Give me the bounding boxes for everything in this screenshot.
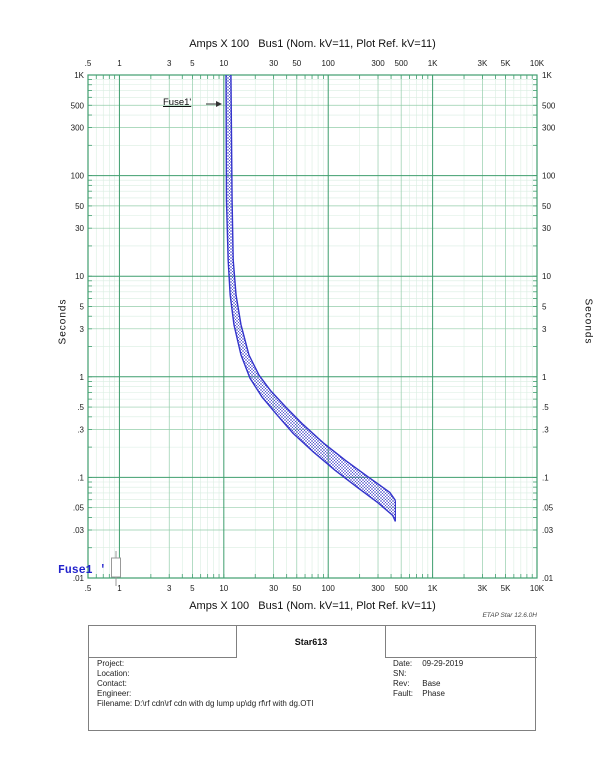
x-tick-label: 1 — [117, 584, 122, 593]
project-field: Project: — [97, 659, 125, 668]
title-block-left-fields: Project: Location: Contact: Engineer: Fi… — [97, 659, 314, 709]
x-tick-label: .5 — [85, 584, 92, 593]
x-tick-label: 1K — [428, 584, 438, 593]
x-tick-label: 500 — [395, 584, 409, 593]
y-tick-label-right: 300 — [542, 124, 556, 133]
x-tick-label: 5 — [190, 59, 195, 68]
fuse-curve-label[interactable]: Fuse1' — [163, 97, 192, 108]
axis-tick-labels: .5 .5 1 1 3 3 5 5 10 10 30 30 50 50 100 100 300 300 500 500… — [71, 59, 556, 593]
y-tick-label-right: .3 — [542, 425, 549, 434]
fault-field: Fault: Phase — [393, 689, 445, 698]
x-tick-label: 10 — [219, 59, 228, 68]
x-tick-label: 3K — [478, 584, 488, 593]
title-block-project-name: Star613 — [294, 637, 328, 647]
y-tick-label-left: 100 — [71, 172, 85, 181]
title-block: Star613 Project: Location: Contact: Engi… — [88, 625, 537, 731]
x-tick-label: 5 — [190, 584, 195, 593]
y-tick-label-left: 1 — [80, 373, 85, 382]
title-block-right-cell — [385, 626, 537, 658]
x-tick-label: 1K — [428, 59, 438, 68]
x-tick-label: 30 — [269, 59, 278, 68]
y-tick-label-right: 30 — [542, 224, 551, 233]
x-tick-label: 100 — [322, 584, 336, 593]
x-tick-label: 5K — [501, 59, 511, 68]
y-tick-label-right: .5 — [542, 403, 549, 412]
x-tick-label: 30 — [269, 584, 278, 593]
x-tick-label: .5 — [85, 59, 92, 68]
y-tick-label-right: 5 — [542, 302, 547, 311]
y-tick-label-left: .01 — [73, 574, 85, 583]
y-tick-label-right: 100 — [542, 172, 556, 181]
y-tick-label-left: 10 — [75, 272, 84, 281]
y-tick-label-left: 3 — [80, 325, 85, 334]
y-tick-label-right: .03 — [542, 526, 554, 535]
x-tick-label: 300 — [371, 59, 385, 68]
x-tick-label: 50 — [292, 59, 301, 68]
x-tick-label: 10 — [219, 584, 228, 593]
x-tick-label: 10K — [530, 584, 545, 593]
x-tick-label: 100 — [322, 59, 336, 68]
y-tick-label-left: .5 — [77, 403, 84, 412]
y-axis-label-left: Seconds — [57, 298, 69, 345]
x-tick-label: 500 — [395, 59, 409, 68]
x-tick-label: 3 — [167, 584, 172, 593]
y-tick-label-left: 500 — [71, 101, 85, 110]
x-tick-label: 1 — [117, 59, 122, 68]
y-tick-label-right: 10 — [542, 272, 551, 281]
y-tick-label-left: .05 — [73, 504, 85, 513]
fuse-band-fill[interactable] — [226, 75, 396, 522]
y-tick-label-right: 50 — [542, 202, 551, 211]
x-tick-label: 10K — [530, 59, 545, 68]
y-tick-label-left: 5 — [80, 302, 85, 311]
fuse-total-clear-curve[interactable] — [230, 74, 396, 501]
sn-field: SN: — [393, 669, 407, 678]
y-tick-label-left: 300 — [71, 124, 85, 133]
title-block-right-fields: Date: 09-29-2019 SN: Rev: Base Fault: Ph… — [393, 659, 463, 699]
date-field: Date: 09-29-2019 — [393, 659, 464, 668]
y-tick-label-right: 3 — [542, 325, 547, 334]
y-tick-label-right: 1K — [542, 71, 552, 80]
x-tick-label: 5K — [501, 584, 511, 593]
contact-field: Contact: — [97, 679, 127, 688]
fuse-symbol-icon — [111, 551, 121, 586]
x-tick-label: 3K — [478, 59, 488, 68]
y-tick-label-right: .05 — [542, 504, 554, 513]
x-tick-label: 300 — [371, 584, 385, 593]
y-tick-label-left: 50 — [75, 202, 84, 211]
y-tick-label-left: .03 — [73, 526, 85, 535]
y-tick-label-left: .3 — [77, 425, 84, 434]
fuse-min-melt-curve[interactable] — [225, 74, 397, 522]
rev-field: Rev: Base — [393, 679, 441, 688]
location-field: Location: — [97, 669, 130, 678]
fuse-curve-band[interactable] — [225, 74, 397, 522]
y-tick-label-right: .1 — [542, 473, 549, 482]
fuse-device-tag[interactable]: Fuse1 ' — [58, 564, 107, 577]
x-tick-label: 3 — [167, 59, 172, 68]
y-tick-label-left: 1K — [74, 71, 84, 80]
log-grid — [87, 74, 538, 579]
plot-frame — [87, 74, 538, 579]
plot-title-top: Amps X 100 Bus1 (Nom. kV=11, Plot Ref. k… — [189, 38, 436, 50]
y-tick-label-right: .01 — [542, 574, 554, 583]
y-tick-label-left: .1 — [77, 473, 84, 482]
etap-version-watermark: ETAP Star 12.6.0H — [482, 612, 537, 619]
x-tick-label: 50 — [292, 584, 301, 593]
y-tick-label-right: 1 — [542, 373, 547, 382]
title-block-logo-cell — [89, 626, 237, 658]
y-axis-label-right: Seconds — [582, 298, 594, 345]
filename-field: Filename: D:\rf cdn\rf cdn with dg lump … — [97, 699, 314, 708]
plot-title-bottom: Amps X 100 Bus1 (Nom. kV=11, Plot Ref. k… — [189, 600, 436, 612]
engineer-field: Engineer: — [97, 689, 132, 698]
fuse-label-arrow — [206, 101, 222, 107]
y-tick-label-left: 30 — [75, 224, 84, 233]
axis-ticks — [87, 74, 538, 579]
y-tick-label-right: 500 — [542, 101, 556, 110]
